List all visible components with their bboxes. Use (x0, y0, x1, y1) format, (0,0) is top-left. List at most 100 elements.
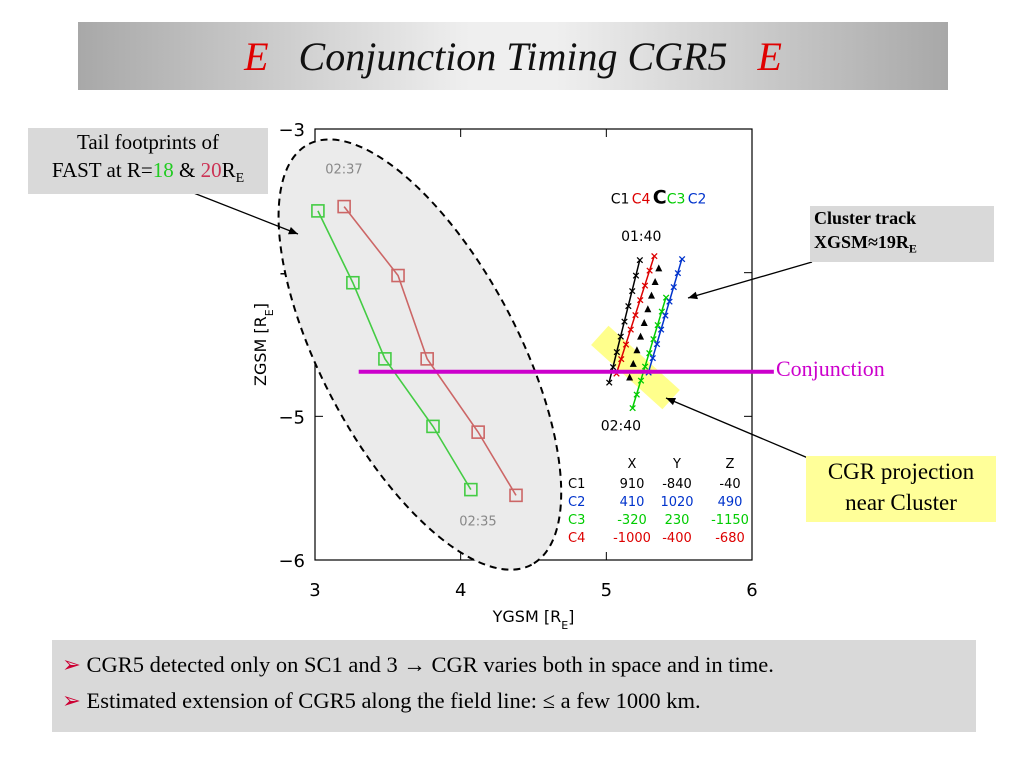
cluster-point-C4: × (640, 279, 649, 292)
table-cell: -1150 (711, 513, 749, 528)
cluster-callout-sub: E (908, 241, 917, 256)
cluster-point-C2: × (652, 337, 661, 350)
cluster-point-C (644, 305, 652, 313)
table-cell: 230 (665, 513, 690, 528)
cluster-point-C4: × (650, 249, 659, 262)
cluster-point-C1: × (616, 330, 625, 343)
tail-callout-arrow (185, 189, 299, 235)
cluster-callout-arrow (687, 261, 813, 299)
cluster-callout-text: XGSM≈19R (814, 232, 909, 252)
cgr-callout-line1: CGR projection (827, 459, 975, 484)
cluster-point-C3: × (628, 402, 637, 415)
table-cell: C3 (568, 513, 585, 528)
cluster-point-C4: × (636, 294, 645, 307)
cluster-point-C3: × (653, 319, 662, 332)
series-point-fast18 (311, 204, 325, 218)
tail-amp: & (173, 158, 201, 182)
cluster-point-C2: × (669, 281, 678, 294)
tail-footprints-callout: Tail footprints of FAST at R=18 & 20RE (28, 128, 268, 194)
cgr-callout-arrow-head (666, 397, 676, 406)
y-axis-label-sub: E (263, 309, 276, 316)
cluster-point-C1: × (608, 361, 617, 374)
cluster-point-C2: × (648, 352, 657, 365)
cluster-point-C3: × (649, 333, 658, 346)
table-cell: 410 (620, 495, 645, 510)
table-cell: -320 (617, 513, 647, 528)
legend-item-C1: C1 (611, 192, 630, 208)
cluster-point-C4: × (617, 353, 626, 366)
cluster-point-C3: × (645, 346, 654, 359)
bullet-1: ➢ CGR5 detected only on SC1 and 3 → CGR … (62, 652, 774, 678)
cluster-track-C3 (631, 296, 667, 408)
cluster-point-C3: × (641, 360, 650, 373)
series-point-fast20 (509, 488, 523, 503)
cluster-point-C (640, 318, 648, 326)
table-cell: -40 (719, 477, 740, 492)
cluster-time-top: 01:40 (621, 229, 661, 245)
cluster-track-C4 (615, 255, 656, 374)
series-line-fast20 (343, 206, 517, 496)
x-tick-label: 5 (601, 580, 612, 601)
x-axis-label: YGSM [RE] (492, 607, 575, 632)
table-cell: C1 (568, 477, 585, 492)
table-cell: 910 (620, 477, 645, 492)
cgr-projection-callout: CGR projection near Cluster (806, 456, 996, 522)
cluster-track-callout: Cluster track XGSM≈19RE (810, 206, 994, 262)
cluster-point-C4: × (645, 264, 654, 277)
table-cell: -1000 (613, 531, 651, 546)
tail-callout-line1: Tail footprints of (76, 130, 219, 154)
footprint-ellipse (277, 138, 563, 571)
cluster-point-C2: × (677, 252, 686, 265)
cluster-point-C2: × (661, 309, 670, 322)
cluster-point-C (651, 278, 659, 286)
table-header: Y (672, 457, 681, 472)
series-point-fast18 (464, 482, 478, 497)
table-header: X (628, 457, 637, 472)
y-tick-label: −3 (278, 120, 305, 141)
cluster-point-C (626, 373, 634, 381)
x-tick-label: 6 (746, 580, 757, 601)
cluster-point-C (637, 332, 645, 340)
cluster-point-C4: × (621, 338, 630, 351)
legend-item-C: C (653, 187, 667, 209)
y-tick-label: −6 (278, 551, 305, 572)
cluster-point-C2: × (673, 266, 682, 279)
cluster-point-C3: × (636, 374, 645, 387)
table-cell: 490 (718, 495, 743, 510)
y-axis-label-end: ] (251, 303, 270, 309)
series-point-fast18 (378, 352, 392, 366)
x-axis-label-sub: E (561, 619, 568, 632)
cluster-point-C1: × (612, 345, 621, 358)
cluster-point-C3: × (632, 388, 641, 401)
cluster-point-C (633, 346, 641, 354)
table-cell: C4 (568, 531, 585, 546)
series-point-fast20 (420, 352, 434, 366)
cluster-point-C (655, 264, 663, 272)
cluster-point-C2: × (665, 295, 674, 308)
bullet-2: ➢ Estimated extension of CGR5 along the … (62, 688, 701, 714)
legend-item-C2: C2 (688, 192, 707, 208)
time-label-end: 02:35 (459, 515, 496, 530)
cluster-point-C (629, 359, 637, 367)
title-right-symbol: E (757, 33, 782, 79)
cluster-point-C1: × (624, 300, 633, 313)
title-bar: E Conjunction Timing CGR5 E (78, 22, 948, 90)
legend-item-C4: C4 (632, 192, 651, 208)
cluster-point-C1: × (628, 284, 637, 297)
cluster-callout-line2: XGSM≈19RE (814, 230, 994, 261)
table-cell: -400 (662, 531, 692, 546)
title-left-symbol: E (244, 33, 269, 79)
cgr-projection-band (591, 325, 680, 410)
tail-callout-prefix: FAST at R= (51, 158, 153, 182)
table-header: Z (726, 457, 735, 472)
table-cell: -680 (715, 531, 745, 546)
bullet-arrow-icon: ➢ (62, 688, 81, 713)
cluster-callout-arrow-head (688, 291, 698, 300)
x-tick-label: 3 (309, 580, 320, 601)
series-point-fast20 (337, 199, 351, 214)
series-line-fast18 (317, 210, 472, 491)
cluster-track-C1 (608, 259, 641, 383)
cluster-callout-line1: Cluster track (814, 208, 917, 228)
tail-radius-20: 20 (200, 158, 222, 182)
cluster-point-C3: × (661, 291, 670, 304)
